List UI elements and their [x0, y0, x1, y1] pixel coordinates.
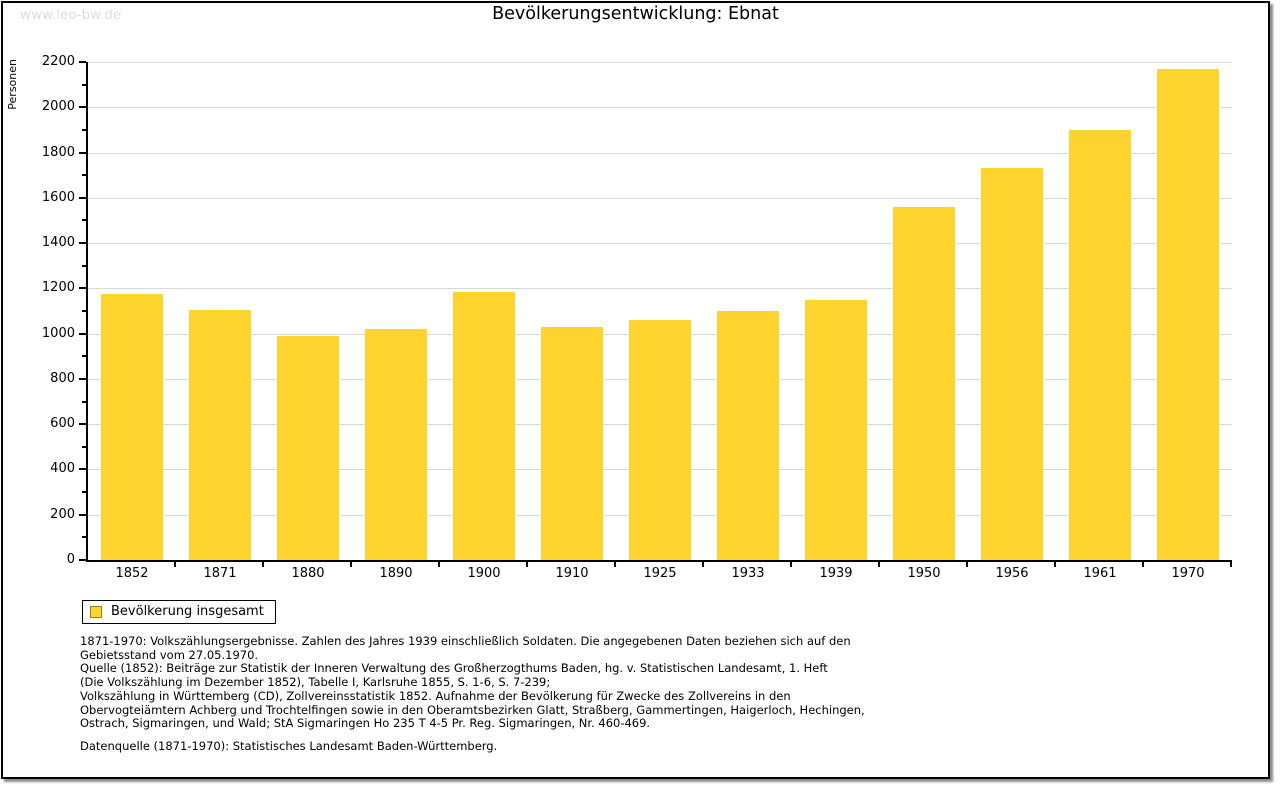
legend-swatch [90, 605, 102, 618]
y-tick-label: 600 [50, 416, 75, 431]
x-tick-label: 1910 [555, 566, 589, 581]
datasource-line: Datenquelle (1871-1970): Statistisches L… [80, 738, 498, 753]
x-tick [878, 562, 880, 567]
bar-1925 [629, 320, 691, 560]
x-tick-label: 1880 [291, 566, 325, 581]
x-tick [1230, 562, 1232, 567]
gridline [88, 107, 1232, 108]
x-tick [702, 562, 704, 567]
bar-1970 [1157, 69, 1219, 560]
y-tick-label: 1800 [41, 145, 75, 160]
x-tick [174, 562, 176, 567]
x-tick-label: 1939 [819, 566, 853, 581]
gridline [88, 153, 1232, 154]
footnote-line: Ostrach, Sigmaringen, und Wald; StA Sigm… [80, 716, 651, 731]
x-tick-label: 1970 [1171, 566, 1205, 581]
footnote-line: 1871-1970: Volkszählungsergebnisse. Zahl… [80, 634, 851, 648]
footnote-line: Volkszählung in Württemberg (CD), Zollve… [80, 688, 791, 703]
y-tick-label: 1000 [41, 326, 75, 341]
x-tick [1142, 562, 1144, 567]
bar-1880 [277, 336, 339, 560]
bar-1890 [365, 329, 427, 560]
legend-label: Bevölkerung insgesamt [111, 604, 264, 619]
x-tick [438, 562, 440, 567]
y-tick-label: 2200 [41, 54, 75, 69]
gridline [88, 288, 1232, 289]
y-tick-minor [82, 310, 86, 312]
y-tick-minor [82, 219, 86, 221]
chart-title: Bevölkerungsentwicklung: Ebnat [492, 4, 779, 24]
y-tick-major [79, 559, 86, 561]
footnote-line: Obervogteiämtern Achberg und Trochtelfin… [80, 702, 865, 717]
gridline [88, 198, 1232, 199]
y-tick-major [79, 423, 86, 425]
legend: Bevölkerung insgesamt [82, 600, 276, 624]
footnote-line: Quelle (1852): Beiträge zur Statistik de… [80, 661, 828, 676]
y-tick-label: 800 [50, 371, 75, 386]
y-tick-minor [82, 84, 86, 86]
y-tick-label: 400 [50, 461, 75, 476]
x-tick-label: 1925 [643, 566, 677, 581]
x-tick [966, 562, 968, 567]
y-tick-major [79, 514, 86, 516]
y-tick-minor [82, 355, 86, 357]
x-tick [350, 562, 352, 567]
x-tick-label: 1890 [379, 566, 413, 581]
y-tick-major [79, 333, 86, 335]
x-tick-label: 1900 [467, 566, 501, 581]
y-tick-label: 2000 [41, 99, 75, 114]
bar-1950 [893, 207, 955, 560]
footnote-line: Gebietsstand vom 27.05.1970. [80, 647, 259, 662]
watermark: www.leo-bw.de [20, 7, 122, 23]
plot-area [86, 62, 1232, 562]
x-tick [614, 562, 616, 567]
y-tick-label: 200 [50, 507, 75, 522]
x-tick-label: 1956 [995, 566, 1029, 581]
bar-1939 [805, 300, 867, 560]
y-tick-major [79, 287, 86, 289]
x-tick-label: 1852 [115, 566, 149, 581]
gridline [88, 62, 1232, 63]
x-tick-label: 1950 [907, 566, 941, 581]
y-tick-major [79, 378, 86, 380]
chart-canvas: www.leo-bw.de Bevölkerungsentwicklung: E… [3, 3, 1268, 777]
bar-1956 [981, 168, 1043, 560]
x-tick [262, 562, 264, 567]
y-tick-major [79, 106, 86, 108]
bar-1871 [189, 310, 251, 560]
y-tick-major [79, 152, 86, 154]
x-tick-label: 1961 [1083, 566, 1117, 581]
gridline [88, 243, 1232, 244]
y-tick-label: 1200 [41, 280, 75, 295]
bar-1910 [541, 327, 603, 560]
y-tick-label: 0 [66, 552, 75, 567]
y-tick-label: 1400 [41, 235, 75, 250]
x-tick [790, 562, 792, 567]
y-tick-minor [82, 129, 86, 131]
x-tick-label: 1871 [203, 566, 237, 581]
x-tick [1054, 562, 1056, 567]
y-tick-minor [82, 174, 86, 176]
y-tick-minor [82, 401, 86, 403]
y-tick-minor [82, 491, 86, 493]
bar-1900 [453, 292, 515, 560]
y-tick-major [79, 197, 86, 199]
bar-1961 [1069, 130, 1131, 560]
y-tick-major [79, 242, 86, 244]
bar-1933 [717, 311, 779, 560]
y-tick-major [79, 61, 86, 63]
y-tick-minor [82, 536, 86, 538]
x-tick-label: 1933 [731, 566, 765, 581]
x-tick [526, 562, 528, 567]
bar-1852 [101, 294, 163, 560]
footnotes: 1871-1970: Volkszählungsergebnisse. Zahl… [80, 634, 865, 754]
y-tick-major [79, 468, 86, 470]
chart-frame: www.leo-bw.de Bevölkerungsentwicklung: E… [1, 1, 1270, 779]
footnote-line: (Die Volkszählung im Dezember 1852), Tab… [80, 675, 551, 690]
y-tick-minor [82, 265, 86, 267]
y-tick-minor [82, 446, 86, 448]
y-tick-label: 1600 [41, 190, 75, 205]
